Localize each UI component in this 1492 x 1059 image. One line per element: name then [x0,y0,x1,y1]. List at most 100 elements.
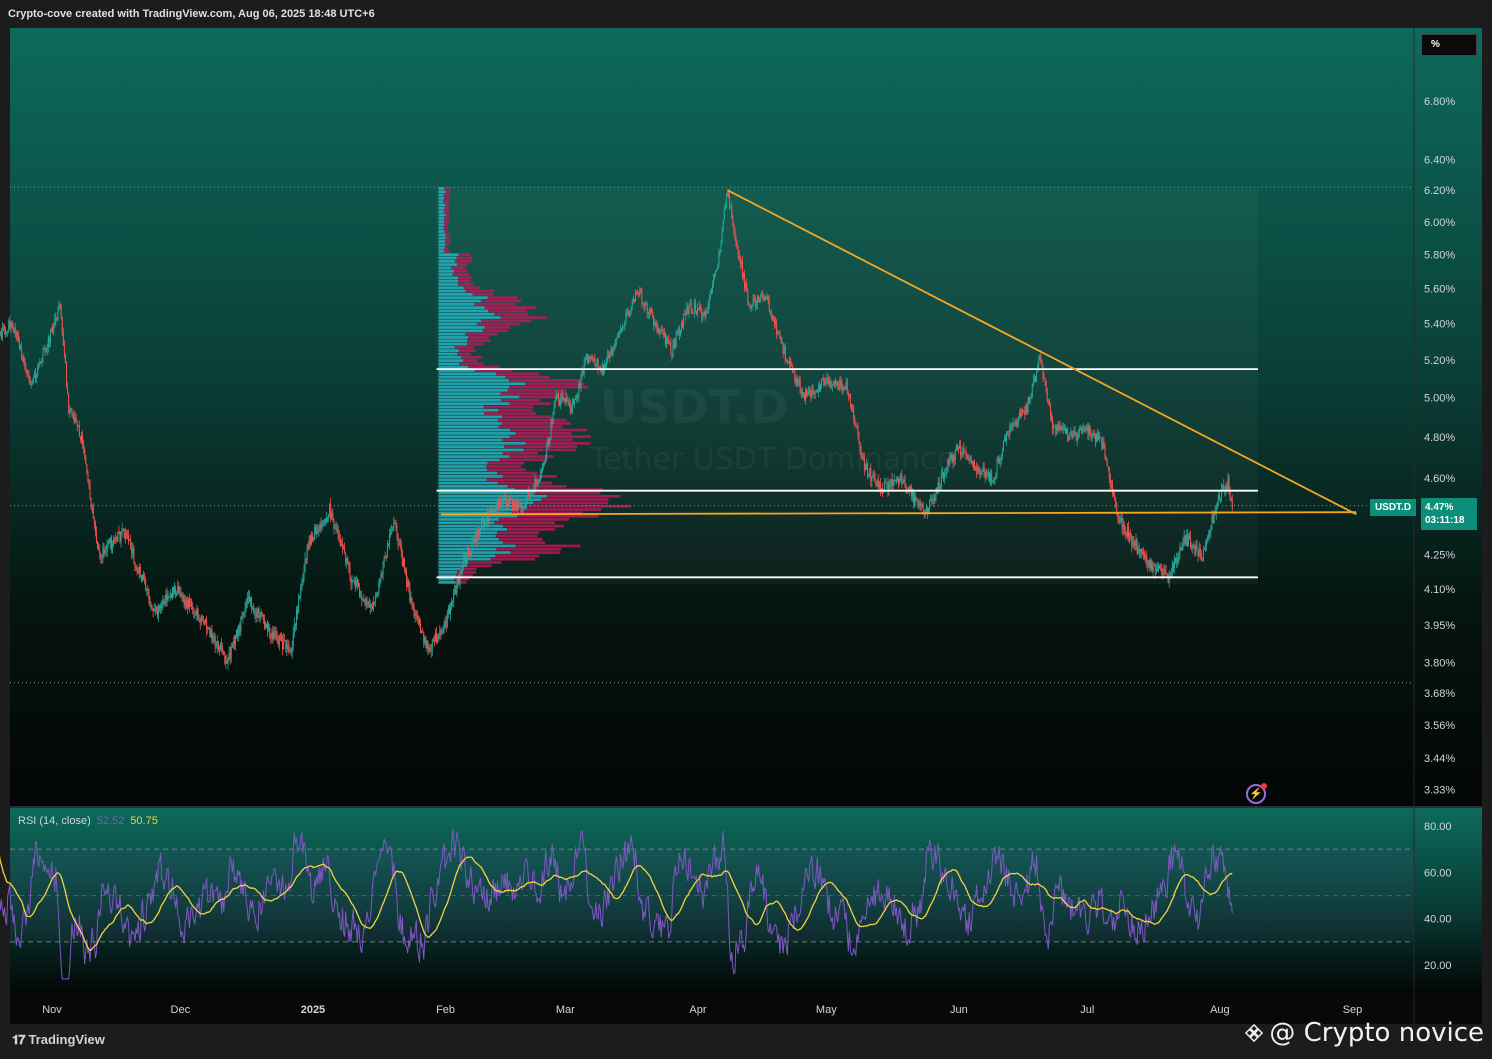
candle-body [442,629,444,634]
alert-bolt-icon[interactable]: ⚡ [1246,783,1267,804]
candle-body [216,641,218,647]
price-tick-label: 5.60% [1424,283,1455,295]
candle-body [395,523,397,527]
candle-body [982,466,984,472]
candle-body [898,478,900,484]
candle-body [688,304,690,314]
candle-body [980,474,982,475]
vp-row-up [438,471,498,475]
candle-body [917,501,919,506]
candle-body [18,342,20,349]
tradingview-logo[interactable]: 𝟏𝟕 TradingView [12,1032,105,1048]
candle-body [469,551,471,556]
candle-body [355,579,357,588]
vp-row-down [487,296,518,300]
candle-body [757,295,759,302]
rsi-legend[interactable]: RSI (14, close) 52.52 50.75 [18,815,158,827]
candle-body [974,461,976,468]
vp-row-up [438,392,501,396]
candle-body [1002,440,1004,451]
candle-body [184,599,186,606]
candle-body [374,601,376,603]
vp-row-up [438,299,481,303]
candle-body [1053,425,1055,430]
vp-row-down [465,289,495,293]
candle-body [894,479,896,482]
candle-body [446,613,448,628]
candle-body [570,409,572,413]
candle-body [272,632,274,640]
candle-body [211,630,213,642]
candle-body [759,300,761,302]
vp-row-down [457,352,471,356]
vp-row-down [455,580,467,584]
vp-row-up [438,379,509,382]
candle-body [113,539,115,545]
candle-body [1001,450,1003,458]
author-credit: @ Crypto novice [1245,1018,1484,1048]
vp-row-down [501,422,571,425]
candle-body [222,649,224,652]
candle-body [310,535,312,545]
vp-row-down [507,389,567,392]
vp-row-down [445,213,450,217]
candle-body [1066,428,1068,434]
candle-body [319,523,321,531]
candle-body [227,660,229,664]
vp-row-down [484,326,511,329]
candle-body [168,595,170,597]
candle-body [1031,383,1033,397]
candle-body [921,504,923,507]
candle-body [89,483,91,499]
tradingview-mark-icon: 𝟏𝟕 [12,1032,26,1047]
candle-body [500,498,502,507]
candle-body [206,618,208,630]
candle-body [682,322,684,328]
candle-body [280,636,282,642]
candle-body [196,608,198,615]
vp-row-up [438,216,445,220]
candle-body [214,636,216,648]
vp-row-up [438,293,473,296]
candle-body [667,337,669,340]
candle-body [233,641,235,644]
candle-body [858,435,860,443]
candle-body [411,597,413,604]
candle-body [580,374,582,389]
candle-body [519,504,521,506]
candle-body [1227,477,1229,490]
candle-body [515,501,517,510]
candle-body [326,517,328,519]
candle-body [29,380,31,385]
candle-body [1114,493,1116,499]
candle-body [128,534,130,541]
candle-body [808,387,810,395]
candle-body [48,337,50,343]
vp-row-down [467,561,502,564]
candle-body [340,543,342,546]
candle-body [261,612,263,615]
candle-body [539,474,541,480]
candle-body [199,619,201,623]
candle-body [607,353,609,359]
candle-body [655,321,657,326]
vp-row-down [509,435,591,439]
candle-body [659,329,661,335]
candle-body [791,364,793,366]
candle-body [32,376,34,381]
candle-body [307,544,309,549]
time-axis-background [10,994,1482,1024]
candle-body [703,312,705,317]
candle-body [605,365,607,366]
percent-scale-button[interactable]: % [1421,34,1477,56]
candle-body [293,624,295,633]
candle-body [1128,527,1130,538]
candle-body [550,421,552,438]
candle-body [167,596,169,601]
candle-body [613,348,615,350]
candle-body [673,338,675,345]
vp-row-down [465,332,498,336]
candle-body [645,304,647,305]
chart-header: Crypto-cove created with TradingView.com… [8,8,375,20]
